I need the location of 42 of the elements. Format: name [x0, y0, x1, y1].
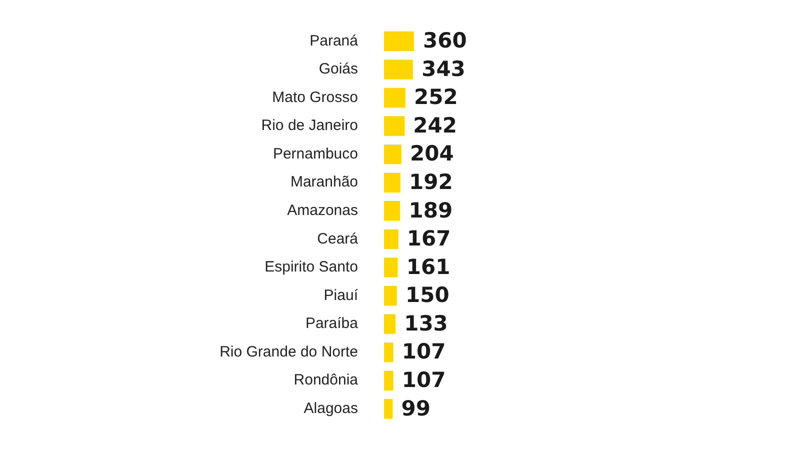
data-label: 192 — [409, 170, 453, 194]
data-label: 189 — [408, 198, 453, 222]
data-label: 107 — [402, 368, 446, 392]
y-tick-label: Goiás — [318, 60, 358, 78]
y-tick-label: Amazonas — [287, 202, 358, 219]
data-label: 133 — [404, 311, 448, 336]
y-tick-label: Paraíba — [305, 315, 359, 332]
bar — [384, 172, 400, 192]
bar — [384, 314, 396, 334]
y-tick-label: Rio Grande do Norte — [220, 343, 358, 360]
y-tick-label: Paraná — [310, 32, 359, 50]
data-label: 99 — [401, 396, 430, 420]
y-tick-label: Piauí — [324, 286, 359, 304]
bar — [384, 144, 402, 164]
y-tick-label: Espirito Santo — [264, 258, 358, 276]
bar — [384, 60, 413, 80]
bar — [384, 229, 398, 249]
bar — [384, 88, 406, 108]
bar — [384, 116, 404, 136]
bar — [384, 258, 398, 278]
data-label: 150 — [406, 283, 450, 308]
bar — [384, 201, 400, 221]
data-label: 343 — [422, 56, 466, 81]
bar — [384, 370, 394, 390]
data-label: 161 — [406, 254, 450, 279]
data-label: 107 — [402, 340, 446, 364]
data-label: 167 — [406, 226, 451, 251]
y-tick-label: Ceará — [317, 230, 359, 248]
data-label: 242 — [413, 113, 458, 138]
data-label: 204 — [410, 142, 454, 166]
bar — [384, 342, 394, 362]
data-label: 360 — [423, 28, 467, 53]
y-tick-label: Mato Grosso — [272, 88, 358, 106]
bar — [384, 286, 397, 306]
data-label: 252 — [414, 85, 458, 110]
y-tick-label: Alagoas — [304, 400, 358, 417]
bar — [384, 31, 414, 51]
y-tick-label: Rio de Janeiro — [261, 117, 358, 134]
y-tick-label: Rondônia — [294, 372, 359, 389]
bar — [384, 399, 393, 419]
y-tick-label: Pernambuco — [272, 145, 358, 162]
y-tick-label: Maranhão — [290, 174, 358, 191]
